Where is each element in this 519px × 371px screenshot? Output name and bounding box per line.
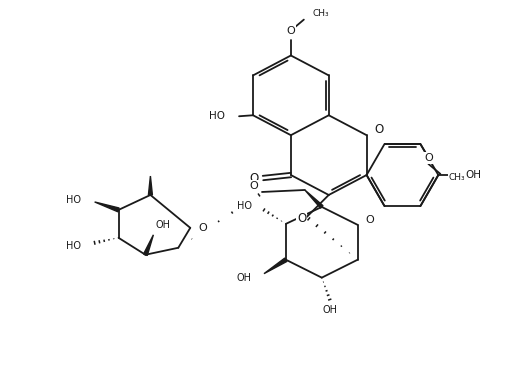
Text: O: O: [198, 223, 207, 233]
Polygon shape: [264, 258, 287, 274]
Text: O: O: [286, 26, 295, 36]
Text: HO: HO: [209, 111, 225, 121]
Text: OH: OH: [322, 305, 337, 315]
Text: HO: HO: [66, 241, 80, 251]
Text: CH₃: CH₃: [448, 173, 465, 183]
Text: O: O: [365, 215, 374, 225]
Polygon shape: [305, 190, 323, 208]
Polygon shape: [148, 176, 153, 195]
Text: O: O: [375, 123, 384, 136]
Text: HO: HO: [66, 195, 80, 205]
Text: O: O: [424, 153, 433, 163]
Text: OH: OH: [236, 273, 251, 283]
Text: CH₃: CH₃: [313, 9, 330, 18]
Text: O: O: [250, 181, 258, 191]
Text: OH: OH: [465, 170, 481, 180]
Text: OH: OH: [155, 220, 170, 230]
Polygon shape: [94, 202, 119, 212]
Text: O: O: [297, 212, 306, 225]
Text: O: O: [250, 171, 258, 184]
Polygon shape: [144, 235, 154, 256]
Text: HO: HO: [237, 201, 252, 211]
